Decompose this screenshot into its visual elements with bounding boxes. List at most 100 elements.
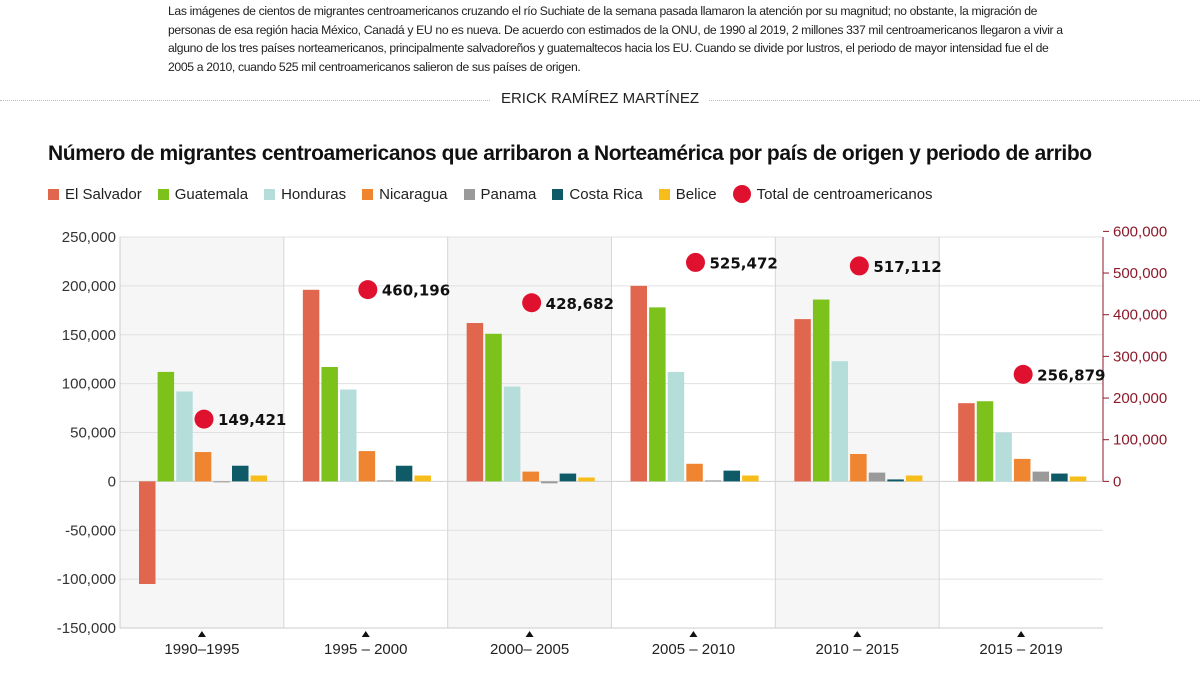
legend-label: Nicaragua <box>379 185 448 203</box>
bar-nicaragua <box>358 451 376 482</box>
y2-tick-label: 200,000 <box>1113 390 1167 407</box>
legend-item: Costa Rica <box>552 185 643 203</box>
total-dot <box>522 293 542 313</box>
y-tick-label: 150,000 <box>62 327 116 344</box>
legend-item: Panama <box>463 185 537 203</box>
intro-paragraph: Las imágenes de cientos de migrantes cen… <box>168 4 1063 74</box>
y-tick-label: 50,000 <box>70 425 116 442</box>
bar-honduras <box>831 361 849 482</box>
bar-guatemala <box>321 367 338 482</box>
bar-belice <box>905 475 923 482</box>
legend-label: Costa Rica <box>569 185 643 203</box>
legend-item: El Salvador <box>48 186 142 203</box>
total-label: 428,682 <box>546 295 614 313</box>
y-tick-label: 250,000 <box>62 229 116 246</box>
bar-guatemala <box>976 401 994 482</box>
y-tick-label: -100,000 <box>57 571 116 588</box>
legend-dot <box>732 185 751 203</box>
legend-swatch <box>157 188 169 200</box>
x-tick-label: 1990–1995 <box>164 641 239 658</box>
legend-label: Panama <box>480 185 537 203</box>
y2-tick-label: 100,000 <box>1113 432 1167 449</box>
y2-tick-label: 500,000 <box>1113 265 1167 282</box>
category-marker <box>525 631 534 637</box>
total-label: 256,879 <box>1037 366 1105 384</box>
bar-nicaragua <box>1013 458 1031 482</box>
category-marker <box>1017 631 1026 637</box>
bar-panama <box>377 480 394 482</box>
bar-belice <box>578 477 595 482</box>
x-tick-label: 2015 – 2019 <box>979 641 1062 658</box>
y-tick-label: 200,000 <box>62 278 116 295</box>
y2-tick-label: 400,000 <box>1113 307 1167 324</box>
bar-costa-rica <box>1051 473 1068 482</box>
bar-guatemala <box>812 299 830 482</box>
total-label: 460,196 <box>382 282 450 300</box>
byline-row: ERICK RAMÍREZ MARTÍNEZ <box>0 88 1200 112</box>
bar-panama <box>541 481 558 484</box>
legend-item-total: Total de centroamericanos <box>732 185 933 203</box>
bar-nicaragua <box>194 452 212 482</box>
bar-honduras <box>176 391 193 482</box>
y2-tick-label: 300,000 <box>1113 348 1167 365</box>
y-tick-label: -150,000 <box>57 620 116 637</box>
bar-guatemala <box>485 333 502 482</box>
bar-costa-rica <box>887 479 904 482</box>
bar-el-salvador <box>958 403 975 482</box>
y2-tick-label: 600,000 <box>1113 223 1167 240</box>
bar-panama <box>704 480 722 482</box>
legend-item: Nicaragua <box>362 185 448 203</box>
legend-swatch <box>264 188 276 200</box>
legend: El Salvador Guatemala Honduras Nicaragua Pan… <box>48 185 933 203</box>
category-marker <box>853 631 862 637</box>
bar-guatemala <box>649 307 666 482</box>
bar-panama <box>868 472 886 482</box>
legend-swatch <box>658 188 670 200</box>
bar-honduras <box>995 432 1012 482</box>
y-tick-label: 100,000 <box>62 376 116 393</box>
bar-belice <box>742 475 759 482</box>
category-marker <box>689 631 698 637</box>
category-marker <box>197 631 206 637</box>
x-tick-label: 2010 – 2015 <box>816 641 899 658</box>
total-dot <box>849 256 869 276</box>
bar-el-salvador <box>302 289 320 482</box>
total-label: 517,112 <box>873 258 941 276</box>
x-tick-label: 2005 – 2010 <box>652 641 735 658</box>
bar-belice <box>414 475 431 482</box>
legend-label: Total de centroamericanos <box>756 185 933 203</box>
bar-nicaragua <box>522 471 539 482</box>
total-dot <box>686 252 705 272</box>
total-label: 525,472 <box>710 254 778 272</box>
legend-label: Guatemala <box>174 185 249 203</box>
bar-el-salvador <box>466 323 484 482</box>
y2-tick-label: 0 <box>1113 473 1121 490</box>
bar-el-salvador <box>139 481 156 585</box>
legend-label: Belice <box>675 185 717 203</box>
bar-costa-rica <box>395 465 413 482</box>
bar-panama <box>1032 471 1050 482</box>
byline: ERICK RAMÍREZ MARTÍNEZ <box>490 90 710 107</box>
total-dot <box>358 280 378 300</box>
legend-swatch <box>362 188 374 200</box>
legend-item: Honduras <box>264 186 346 203</box>
legend-label: El Salvador <box>65 185 142 203</box>
y-tick-label: 0 <box>108 473 116 490</box>
legend-swatch <box>463 188 475 200</box>
bar-costa-rica <box>559 473 577 482</box>
bar-nicaragua <box>850 454 867 482</box>
bar-panama <box>213 481 230 483</box>
legend-swatch <box>552 188 564 200</box>
bar-costa-rica <box>232 465 249 482</box>
bar-honduras <box>503 386 521 482</box>
x-tick-label: 2000– 2005 <box>490 641 569 658</box>
bar-honduras <box>340 389 357 482</box>
category-marker <box>361 631 370 637</box>
bar-el-salvador <box>630 285 647 482</box>
bar-el-salvador <box>794 319 811 482</box>
total-dot <box>194 409 214 429</box>
bar-belice <box>250 475 268 482</box>
chart-title: Número de migrantes centroamericanos que… <box>48 142 1092 165</box>
